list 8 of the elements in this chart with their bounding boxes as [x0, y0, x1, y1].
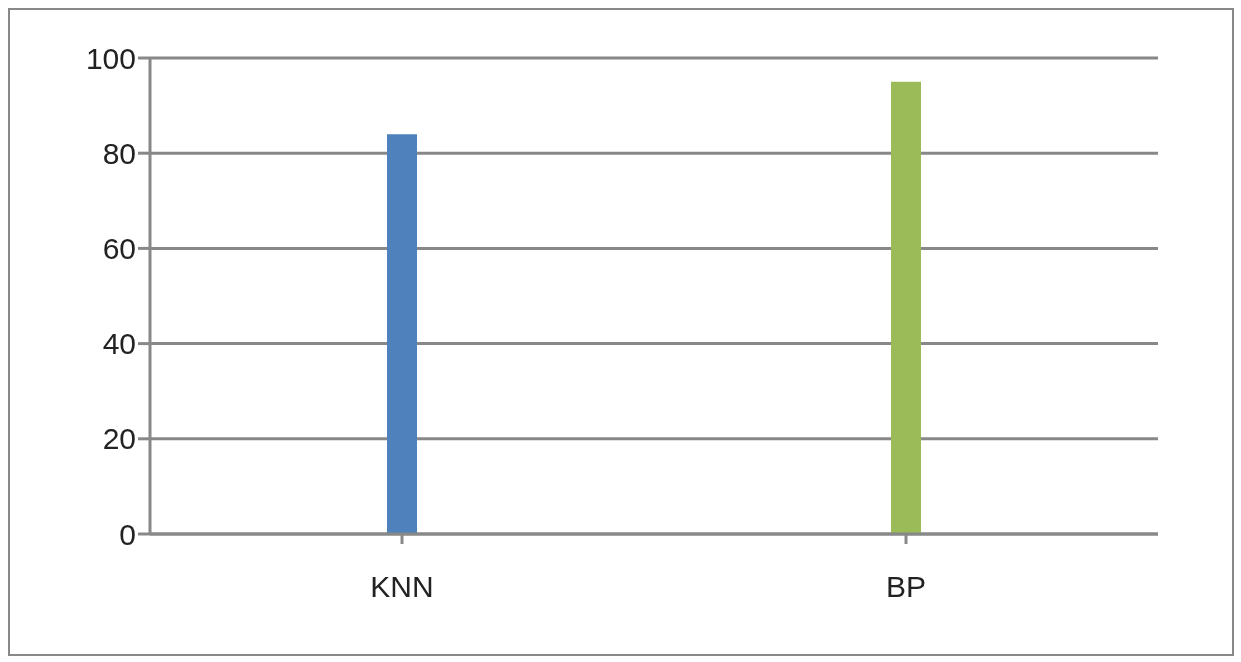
y-tick-label: 20 — [102, 422, 136, 456]
y-tick-label: 60 — [102, 232, 136, 266]
x-tick-label: BP — [885, 570, 927, 604]
x-tick-label: KNN — [370, 570, 434, 604]
y-tick-label: 0 — [119, 517, 136, 551]
y-tick-label: 100 — [85, 41, 136, 75]
y-tick-label: 40 — [102, 327, 136, 361]
y-tick-label: 80 — [102, 136, 136, 170]
